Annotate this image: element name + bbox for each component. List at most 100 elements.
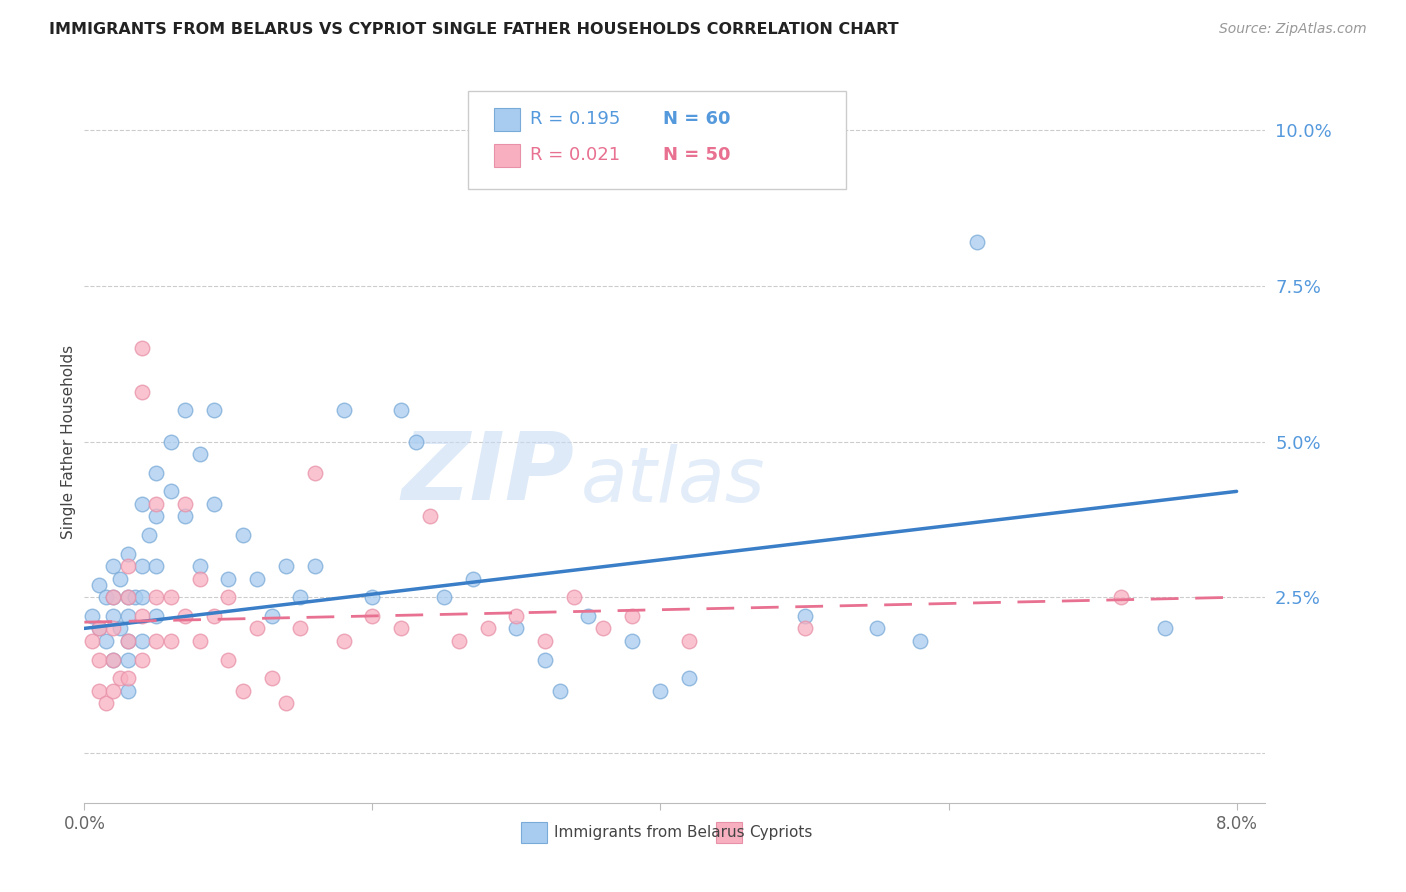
Point (202, 403, 225, 417)
Point (793, 621, 815, 635)
Point (174, 403, 197, 417)
Point (188, 633, 211, 648)
Point (188, 447, 211, 461)
Point (87, 621, 110, 635)
Bar (716, 822, 742, 843)
Point (145, 509, 167, 524)
Point (908, 633, 931, 648)
Point (260, 609, 283, 624)
Point (188, 559, 211, 574)
Point (101, 591, 124, 605)
Point (131, 652, 153, 666)
Text: R = 0.195: R = 0.195 (530, 110, 620, 128)
Point (145, 497, 167, 511)
Point (332, 403, 354, 417)
Point (174, 497, 197, 511)
FancyBboxPatch shape (468, 91, 846, 189)
Point (217, 572, 239, 586)
Point (159, 633, 181, 648)
Point (463, 572, 485, 586)
Point (101, 609, 124, 624)
Text: Immigrants from Belarus: Immigrants from Belarus (554, 825, 745, 840)
Text: R = 0.021: R = 0.021 (530, 145, 620, 164)
Point (246, 572, 269, 586)
Point (110, 572, 132, 586)
Point (145, 591, 167, 605)
Point (131, 384, 153, 399)
Point (592, 621, 614, 635)
Point (361, 609, 384, 624)
Point (131, 609, 153, 624)
Point (159, 434, 181, 449)
Point (274, 696, 297, 710)
Point (110, 671, 132, 685)
Text: Source: ZipAtlas.com: Source: ZipAtlas.com (1219, 22, 1367, 37)
Point (174, 609, 197, 624)
Point (159, 591, 181, 605)
Point (534, 652, 557, 666)
Point (110, 621, 132, 635)
Point (217, 652, 239, 666)
Point (678, 633, 700, 648)
Point (117, 609, 139, 624)
Point (650, 683, 672, 698)
Point (87, 621, 110, 635)
Point (117, 633, 139, 648)
Point (505, 609, 527, 624)
Point (87, 578, 110, 592)
Point (101, 683, 124, 698)
Point (304, 466, 326, 480)
Point (117, 591, 139, 605)
Point (389, 403, 412, 417)
Text: atlas: atlas (581, 444, 765, 518)
Point (145, 633, 167, 648)
Point (101, 621, 124, 635)
Point (131, 633, 153, 648)
Point (232, 528, 254, 542)
Point (145, 609, 167, 624)
Point (117, 633, 139, 648)
Point (174, 509, 197, 524)
Point (332, 633, 354, 648)
Point (117, 683, 139, 698)
Point (138, 528, 160, 542)
Point (361, 591, 384, 605)
Point (159, 484, 181, 499)
Point (101, 652, 124, 666)
Point (620, 633, 643, 648)
Point (232, 683, 254, 698)
Point (793, 609, 815, 624)
Point (562, 591, 585, 605)
Point (578, 609, 600, 624)
Point (117, 591, 139, 605)
Point (87, 683, 110, 698)
Point (117, 559, 139, 574)
Point (188, 572, 211, 586)
Point (202, 609, 225, 624)
Point (1111, 591, 1133, 605)
Point (202, 497, 225, 511)
Bar (494, 108, 520, 131)
Point (101, 652, 124, 666)
Point (966, 235, 988, 250)
Point (290, 621, 312, 635)
Point (94, 696, 117, 710)
Point (1153, 621, 1175, 635)
Text: IMMIGRANTS FROM BELARUS VS CYPRIOT SINGLE FATHER HOUSEHOLDS CORRELATION CHART: IMMIGRANTS FROM BELARUS VS CYPRIOT SINGL… (49, 22, 898, 37)
Text: ZIP: ZIP (402, 428, 575, 520)
Y-axis label: Single Father Households: Single Father Households (60, 344, 76, 539)
Point (246, 621, 269, 635)
Point (117, 671, 139, 685)
Bar (494, 144, 520, 167)
Point (260, 671, 283, 685)
Point (80, 633, 103, 648)
Point (433, 591, 456, 605)
Point (94, 591, 117, 605)
Point (678, 671, 700, 685)
Point (94, 633, 117, 648)
Point (620, 609, 643, 624)
Point (548, 683, 571, 698)
Point (117, 652, 139, 666)
Point (405, 434, 427, 449)
Point (865, 621, 887, 635)
